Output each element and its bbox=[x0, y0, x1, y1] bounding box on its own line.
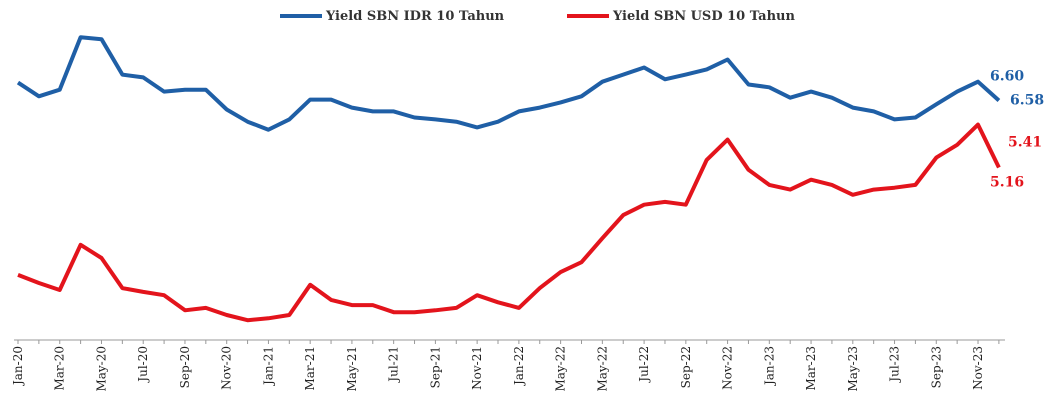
x-tick-label: May-22 bbox=[595, 346, 609, 392]
x-tick-label: Mar-23 bbox=[804, 346, 818, 391]
x-tick-label: Nov-22 bbox=[721, 346, 735, 390]
series-line bbox=[17, 122, 1001, 323]
x-tick-label: Jan-20 bbox=[11, 346, 25, 387]
x-tick-label: Jul-23 bbox=[888, 346, 902, 384]
legend-label: Yield SBN IDR 10 Tahun bbox=[325, 9, 505, 24]
x-tick-label: Jul-21 bbox=[387, 346, 401, 384]
annotation: 5.16 bbox=[990, 174, 1024, 190]
x-tick-label: Sep-22 bbox=[679, 346, 693, 388]
x-tick-label: May-23 bbox=[846, 346, 860, 392]
x-tick-label: Sep-21 bbox=[428, 346, 442, 388]
x-tick-label: Mar-20 bbox=[53, 346, 67, 391]
series-line bbox=[16, 35, 1001, 132]
annotation: 6.60 bbox=[990, 69, 1024, 85]
annotation: 6.58 bbox=[1010, 93, 1044, 109]
x-tick-label: Mar-21 bbox=[303, 346, 317, 391]
x-tick-label: Jan-22 bbox=[512, 346, 526, 387]
x-tick-label: Jan-21 bbox=[261, 346, 275, 387]
x-tick-label: Sep-23 bbox=[929, 346, 943, 388]
x-tick-label: May-20 bbox=[94, 346, 108, 392]
x-tick-label: Jul-22 bbox=[637, 346, 651, 384]
x-tick-label: Jul-20 bbox=[136, 346, 150, 384]
x-tick-label: Nov-21 bbox=[470, 346, 484, 390]
x-tick-label: Jan-23 bbox=[762, 346, 776, 387]
x-tick-label: May-22 bbox=[554, 346, 568, 392]
x-tick-label: Sep-20 bbox=[178, 346, 192, 388]
annotation: 5.41 bbox=[1008, 134, 1042, 150]
x-tick-label: Nov-20 bbox=[220, 346, 234, 390]
x-tick-label: May-21 bbox=[345, 346, 359, 392]
legend-label: Yield SBN USD 10 Tahun bbox=[612, 9, 795, 24]
x-tick-label: Nov-23 bbox=[971, 346, 985, 390]
